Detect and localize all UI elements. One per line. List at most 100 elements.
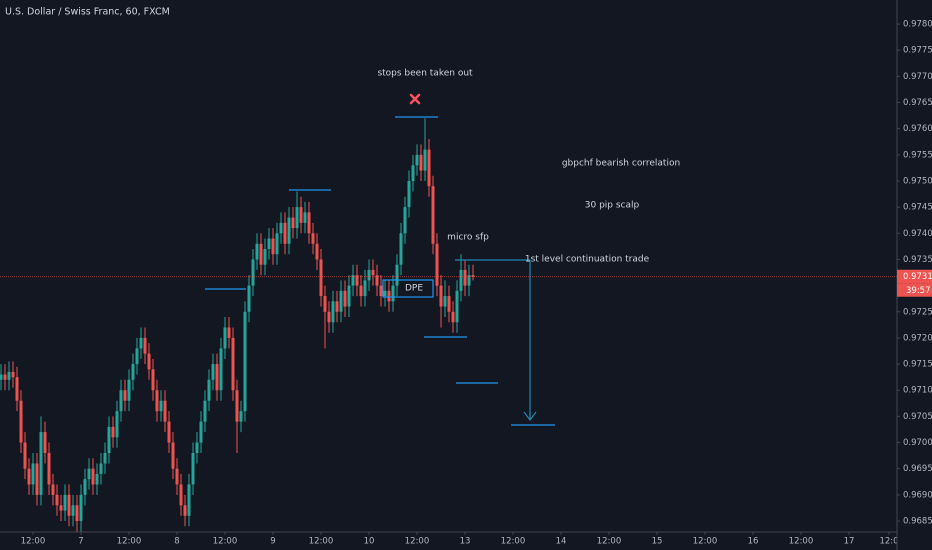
x-tick-label: 12:00 <box>21 537 46 547</box>
candle-body <box>275 233 279 255</box>
countdown-label: 39:57 <box>906 286 931 296</box>
candle-body <box>171 442 175 469</box>
candle-body <box>391 285 395 302</box>
annotation: 1st level continuation trade <box>525 255 650 265</box>
trade-arrow <box>455 259 531 420</box>
candle-body <box>67 494 71 516</box>
candle-body <box>439 285 443 307</box>
candle-body <box>243 311 247 412</box>
candle-body <box>115 411 119 438</box>
candle-body <box>399 233 403 265</box>
candle-body <box>295 207 299 229</box>
candle-body <box>395 264 399 286</box>
candle-body <box>211 364 215 380</box>
candle-body <box>427 149 431 187</box>
x-marker <box>409 93 421 105</box>
candle-body <box>27 468 31 485</box>
x-tick-label: 8 <box>174 537 179 547</box>
candle-body <box>259 243 263 265</box>
price-badge <box>897 269 932 284</box>
candle-body <box>463 269 467 286</box>
candle-body <box>339 290 343 312</box>
candle-body <box>283 222 287 244</box>
candle-body <box>419 154 423 171</box>
candle-body <box>7 371 11 380</box>
candle-body <box>219 348 223 391</box>
annotation: DPE <box>405 284 423 294</box>
x-tick-label: 12:00 <box>405 537 430 547</box>
candle-body <box>311 233 315 244</box>
candle-body <box>199 421 203 443</box>
candle-body <box>0 374 3 380</box>
candle-body <box>459 269 463 291</box>
candle-body <box>51 484 55 495</box>
candle-body <box>215 364 219 391</box>
x-stroke <box>409 93 421 105</box>
candle-body <box>327 311 331 323</box>
candle-body <box>331 301 335 323</box>
candle-body <box>471 275 475 277</box>
candle-body <box>227 327 231 338</box>
candle-body <box>19 400 23 443</box>
candle-body <box>159 400 163 412</box>
price-label: 0.97317 <box>903 272 932 282</box>
candle-body <box>407 180 411 208</box>
candle-body <box>179 484 183 506</box>
candle-body <box>363 280 367 297</box>
candle-body <box>35 463 39 495</box>
candle-body <box>443 296 447 307</box>
plot-area: 12:00 7 12:00 8 12:00 9 12:00 10 12:00 13 12:00 14 1… <box>0 118 899 547</box>
candle-body <box>423 149 427 171</box>
candle-body <box>103 453 107 464</box>
chart-title: U.S. Dollar / Swiss Franc, 60, FXCM <box>5 7 170 18</box>
candle-body <box>127 379 131 401</box>
candle-body <box>455 290 459 323</box>
candle-body <box>223 327 227 349</box>
candle-body <box>447 296 451 312</box>
x-tick-label: 17 <box>844 537 855 547</box>
candle-body <box>251 259 255 286</box>
candle-body <box>347 285 351 307</box>
candle-body <box>131 364 135 380</box>
candle-body <box>287 217 291 244</box>
candle-body <box>379 285 383 297</box>
candle-body <box>435 243 439 286</box>
candle-body <box>167 421 171 443</box>
x-tick-label: 12:00 <box>693 537 718 547</box>
candle-body <box>207 379 211 401</box>
candle-body <box>263 248 267 265</box>
x-tick-label: 10 <box>364 537 375 547</box>
annotation: gbpchf bearish correlation <box>562 159 680 169</box>
candle-body <box>303 212 307 223</box>
candle-body <box>155 390 159 412</box>
candle-body <box>291 217 295 229</box>
candle-body <box>235 390 239 422</box>
candle-body <box>135 348 139 365</box>
x-tick-label: 12:00 <box>309 537 334 547</box>
candle-body <box>111 426 115 438</box>
candle-body <box>83 479 87 495</box>
candle-body <box>203 400 207 422</box>
candle-body <box>23 442 27 469</box>
candle-body <box>415 154 419 166</box>
annotation: 30 pip scalp <box>585 201 640 211</box>
candle-body <box>11 371 15 378</box>
candle-body <box>359 285 363 297</box>
